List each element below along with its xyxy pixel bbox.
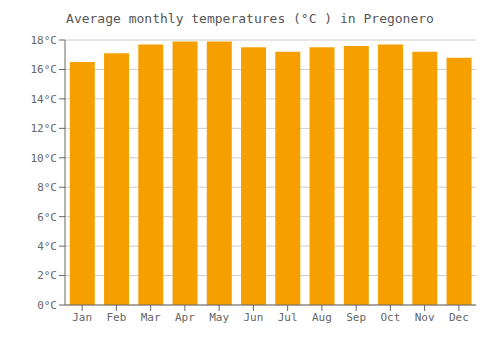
svg-text:10°C: 10°C: [31, 152, 58, 165]
svg-text:0°C: 0°C: [37, 299, 57, 312]
svg-text:12°C: 12°C: [31, 122, 58, 135]
svg-text:May: May: [209, 311, 229, 324]
svg-text:18°C: 18°C: [31, 34, 58, 47]
svg-text:4°C: 4°C: [37, 240, 57, 253]
svg-text:Oct: Oct: [380, 311, 400, 324]
svg-text:Jan: Jan: [72, 311, 92, 324]
svg-text:6°C: 6°C: [37, 211, 57, 224]
svg-text:Mar: Mar: [141, 311, 161, 324]
svg-text:8°C: 8°C: [37, 181, 57, 194]
svg-text:2°C: 2°C: [37, 269, 57, 282]
svg-text:Feb: Feb: [106, 311, 126, 324]
svg-text:14°C: 14°C: [31, 93, 58, 106]
svg-text:Dec: Dec: [449, 311, 469, 324]
svg-text:Jun: Jun: [243, 311, 263, 324]
html-text:Average monthly temperatures (: Average monthly temperatures (°C ) in Pr…: [66, 11, 434, 26]
svg-text:16°C: 16°C: [31, 63, 58, 76]
svg-text:Apr: Apr: [175, 311, 195, 324]
svg-text:Aug: Aug: [312, 311, 332, 324]
svg-text:Nov: Nov: [415, 311, 435, 324]
svg-text:Jul: Jul: [278, 311, 298, 324]
svg-text:Sep: Sep: [346, 311, 366, 324]
